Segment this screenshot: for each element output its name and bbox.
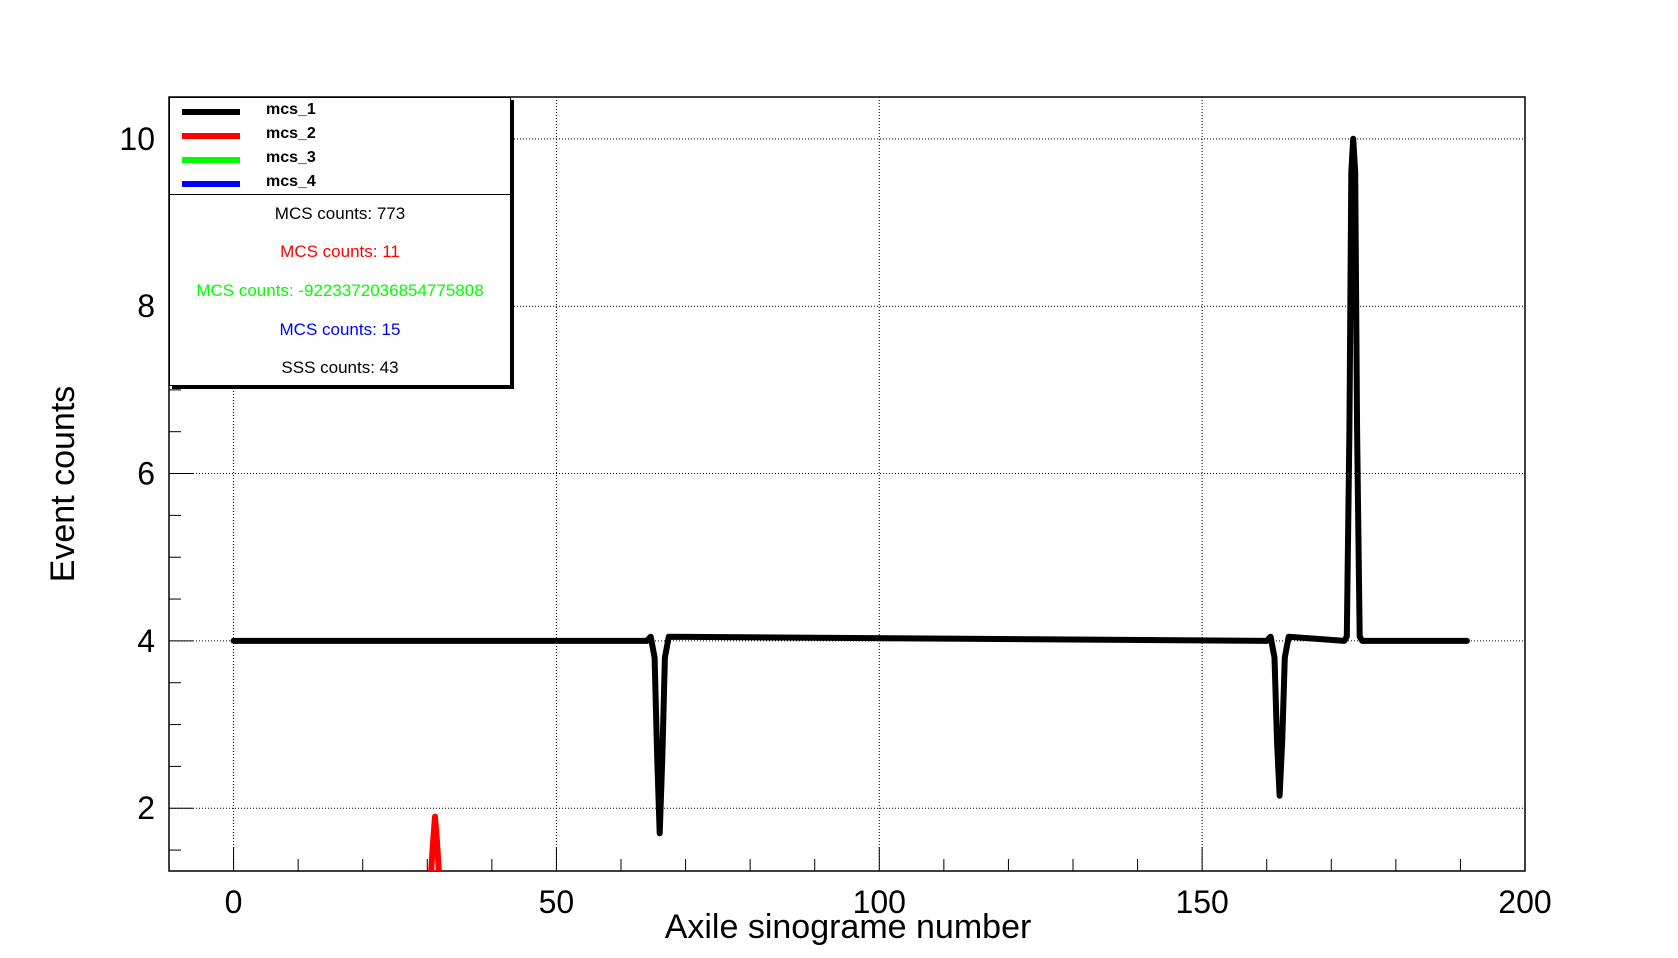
legend-swatch-mcs-2 <box>182 133 240 139</box>
legend-divider <box>170 194 510 195</box>
x-tick-label-4: 200 <box>1498 884 1551 920</box>
count-sss: SSS counts: 43 <box>281 358 399 377</box>
series-line-mcs-1 <box>230 135 1470 837</box>
count-mcs-1: MCS counts: 773 <box>274 204 406 223</box>
series-lines <box>230 135 1470 871</box>
count-mcs-4: MCS counts: 15 <box>279 320 401 339</box>
y-tick-label-0: 2 <box>137 790 155 826</box>
axis-tick-labels: 0 50 100 150 200 2 4 6 8 10 <box>119 121 1551 920</box>
legend: mcs_1 mcs_2 mcs_3 mcs_4 MCS counts: 773 … <box>169 97 511 386</box>
y-axis-label: Event counts <box>44 386 82 583</box>
legend-label-mcs-4: mcs_4 <box>266 173 316 190</box>
legend-label-mcs-3: mcs_3 <box>266 149 316 166</box>
x-tick-label-1: 50 <box>539 884 575 920</box>
plot-frame <box>168 96 1526 872</box>
y-tick-label-3: 8 <box>137 288 155 324</box>
series-line-mcs-2 <box>428 813 442 871</box>
x-tick-label-2: 100 <box>853 884 906 920</box>
y-tick-label-2: 6 <box>137 456 155 492</box>
legend-entry-mcs-1: mcs_1 <box>182 100 502 124</box>
y-tick-label-1: 4 <box>137 623 155 659</box>
count-mcs-3: MCS counts: -9223372036854775808 <box>196 281 484 300</box>
legend-entry-mcs-4: mcs_4 <box>182 172 502 196</box>
legend-entry-mcs-2: mcs_2 <box>182 124 502 148</box>
x-tick-label-0: 0 <box>225 884 243 920</box>
legend-label-mcs-2: mcs_2 <box>266 125 316 142</box>
legend-entry-mcs-3: mcs_3 <box>182 148 502 172</box>
legend-label-mcs-1: mcs_1 <box>266 101 316 118</box>
legend-swatch-mcs-1 <box>182 109 240 115</box>
x-axis-label: Axile sinograme number <box>665 908 1032 946</box>
legend-swatch-mcs-3 <box>182 157 240 163</box>
y-tick-label-4: 10 <box>119 121 155 157</box>
legend-swatch-mcs-4 <box>182 181 240 187</box>
count-mcs-2: MCS counts: 11 <box>280 242 400 261</box>
x-tick-label-3: 150 <box>1175 884 1228 920</box>
